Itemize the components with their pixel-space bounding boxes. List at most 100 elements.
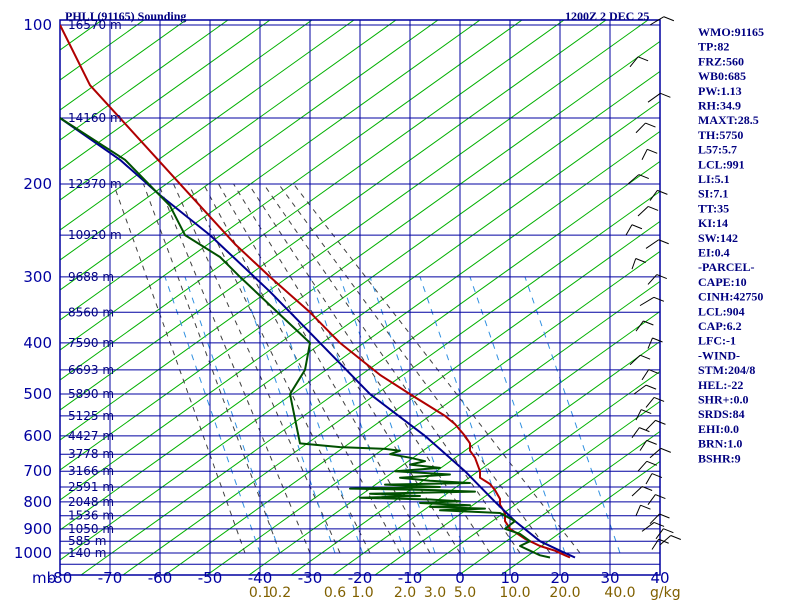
index-readout: MAXT:28.5 bbox=[698, 113, 759, 127]
wind-barb-staff bbox=[641, 149, 648, 161]
temperature-tick-label: 20 bbox=[550, 569, 569, 587]
temperature-tick-label: -60 bbox=[148, 569, 173, 587]
index-readout: PW:1.13 bbox=[698, 84, 742, 98]
index-readout: CAPE:10 bbox=[698, 275, 747, 289]
stability-indices: WMO:91165TP:82FRZ:560WB0:685PW:1.13RH:34… bbox=[698, 25, 764, 465]
wind-barb-staff bbox=[659, 535, 672, 546]
wind-barb-staff bbox=[639, 296, 655, 307]
temperature-tick-label: 30 bbox=[600, 569, 619, 587]
wind-barb-flag bbox=[653, 296, 665, 302]
height-label: 1050 m bbox=[68, 522, 114, 536]
pressure-tick-label: 300 bbox=[23, 268, 52, 286]
mixing-ratio-tick-label: 0.6 bbox=[324, 585, 346, 600]
index-readout: LCL:904 bbox=[698, 304, 745, 318]
index-readout: SI:7.1 bbox=[698, 187, 728, 201]
wind-barb-flag bbox=[663, 528, 674, 534]
wind-barb-flag bbox=[653, 521, 665, 527]
dry-adiabat bbox=[248, 280, 660, 575]
wind-barb-staff bbox=[635, 320, 644, 332]
mixing-ratio-tick-label: 0.2 bbox=[269, 585, 291, 600]
height-label: 2048 m bbox=[68, 495, 114, 509]
index-readout: STM:204/8 bbox=[698, 363, 755, 377]
wind-barb-flag bbox=[646, 460, 657, 466]
wind-barb-staff bbox=[641, 369, 650, 381]
wind-barb-staff bbox=[645, 473, 653, 485]
wind-barb-flag bbox=[639, 427, 650, 433]
wind-barb-flag bbox=[647, 148, 658, 154]
dry-adiabat bbox=[206, 250, 660, 575]
wind-barb-flag bbox=[643, 320, 654, 326]
wind-barb-flag bbox=[640, 504, 651, 510]
wind-barb-flag bbox=[631, 224, 643, 230]
wind-barb-flag bbox=[663, 16, 675, 22]
height-label: 4427 m bbox=[68, 429, 114, 443]
wind-barb-flag bbox=[651, 473, 663, 479]
mixing-ratio-line bbox=[239, 276, 336, 554]
dry-adiabat bbox=[500, 460, 660, 575]
height-label: 585 m bbox=[68, 534, 106, 548]
temperature-tick-label: -70 bbox=[98, 569, 123, 587]
wind-barb-staff bbox=[627, 174, 640, 185]
index-readout: EHI:0.0 bbox=[698, 422, 739, 436]
mixing-ratio-tick-label: 20.0 bbox=[549, 585, 580, 600]
wind-barb-staff bbox=[625, 224, 633, 236]
pressure-tick-label: 700 bbox=[23, 462, 52, 480]
dry-adiabat bbox=[60, 20, 481, 321]
pressure-tick-label: 600 bbox=[23, 427, 52, 445]
index-readout: TP:82 bbox=[698, 40, 729, 54]
mixing-ratio-tick-label: 10.0 bbox=[499, 585, 530, 600]
dry-adiabat bbox=[60, 20, 523, 351]
wind-barb-staff bbox=[647, 337, 653, 349]
mixing-ratio-tick-label: 5.0 bbox=[454, 585, 476, 600]
pressure-tick-label: 500 bbox=[23, 385, 52, 403]
wind-barb-flag bbox=[648, 369, 659, 375]
wind-barb-staff bbox=[655, 528, 664, 540]
index-readout: CINH:42750 bbox=[698, 290, 763, 304]
height-label: 5890 m bbox=[68, 387, 114, 401]
height-label: 8560 m bbox=[68, 305, 114, 319]
wind-barb-staff bbox=[649, 513, 660, 525]
wind-barb-flag bbox=[646, 439, 657, 445]
pressure-tick-label: 1000 bbox=[14, 544, 52, 562]
temperature-tick-label: -20 bbox=[348, 569, 373, 587]
wind-barb-staff bbox=[631, 427, 640, 439]
mixing-ratio-line bbox=[524, 276, 621, 554]
dry-adiabat bbox=[60, 100, 660, 531]
index-readout: SRDS:84 bbox=[698, 407, 745, 421]
wind-barb-flag bbox=[639, 354, 651, 360]
wind-barb-staff bbox=[637, 206, 649, 217]
dry-adiabat bbox=[60, 70, 660, 501]
wind-barb-flag bbox=[647, 205, 659, 211]
mixing-ratio-tick-label: 3.0 bbox=[424, 585, 446, 600]
index-readout: EI:0.4 bbox=[698, 246, 730, 260]
wind-barb-staff bbox=[635, 409, 642, 421]
wind-barb-staff bbox=[635, 122, 646, 134]
height-labels: 16570 m 14160 m 12370 m 10920 m 9688 m 8560 m… bbox=[68, 18, 122, 560]
moist-adiabat bbox=[293, 183, 581, 554]
wind-barb-staff bbox=[651, 538, 660, 550]
wind-barb-flag bbox=[658, 538, 669, 544]
mixing-ratio-line bbox=[184, 276, 281, 554]
wind-barb-flag bbox=[653, 396, 665, 402]
dry-adiabat bbox=[164, 220, 660, 575]
height-label: 6693 m bbox=[68, 363, 114, 377]
pressure-tick-label: 900 bbox=[23, 520, 52, 538]
wind-barb-flag bbox=[652, 337, 663, 343]
moist-adiabat bbox=[158, 183, 311, 554]
mixing-ratio-line bbox=[164, 276, 261, 554]
index-readout: KI:14 bbox=[698, 216, 728, 230]
index-readout: LCL:991 bbox=[698, 157, 745, 171]
index-readout: TT:35 bbox=[698, 201, 729, 215]
wind-barb-staff bbox=[649, 16, 665, 26]
height-label: 140 m bbox=[68, 546, 106, 560]
dry-adiabat bbox=[60, 20, 397, 261]
pressure-tick-label: 800 bbox=[23, 493, 52, 511]
dry-adiabat bbox=[374, 370, 660, 575]
dry-adiabat bbox=[122, 190, 660, 575]
dry-adiabat bbox=[60, 20, 355, 231]
dewpoint-line bbox=[60, 117, 551, 559]
wind-barb-staff bbox=[645, 420, 656, 431]
height-label: 14160 m bbox=[68, 111, 122, 125]
mixing-ratio-line bbox=[267, 276, 363, 554]
pressure-tick-label: 200 bbox=[23, 175, 52, 193]
